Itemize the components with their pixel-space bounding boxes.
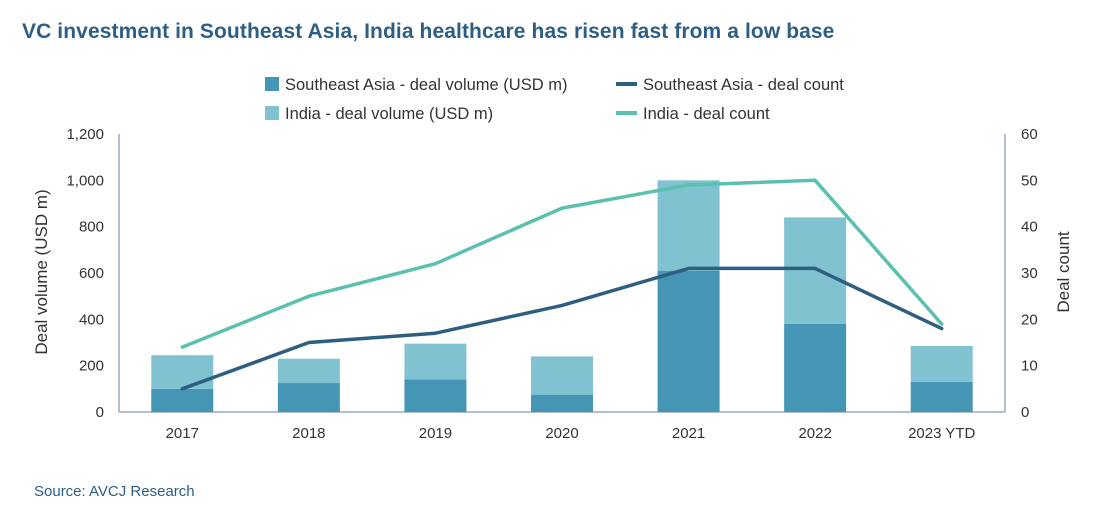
bar-india-volume xyxy=(531,356,593,395)
x-tick-label: 2022 xyxy=(798,425,831,442)
y-tick-left: 400 xyxy=(79,311,104,328)
y-tick-right: 50 xyxy=(1021,172,1038,189)
bar-india-volume xyxy=(910,345,973,382)
line-sea-deal-count xyxy=(180,266,944,391)
x-tick-label: 2020 xyxy=(545,425,578,442)
bar-india-volume xyxy=(151,355,214,389)
bar-india-volume xyxy=(657,180,720,271)
y-tick-left: 800 xyxy=(79,219,104,236)
legend-swatch-india-volume xyxy=(265,106,279,120)
bar-sea-volume xyxy=(404,379,467,412)
y-tick-right: 60 xyxy=(1021,126,1038,143)
legend-swatch-sea-volume xyxy=(265,77,279,91)
y-tick-left: 600 xyxy=(79,265,104,282)
source-note: Source: AVCJ Research xyxy=(34,483,195,500)
bar-sea-volume xyxy=(910,381,973,412)
legend: Southeast Asia - deal volume (USD m) Sou… xyxy=(265,76,844,123)
x-tick-label: 2018 xyxy=(292,425,325,442)
y-axis-label-right: Deal count xyxy=(1054,231,1073,313)
legend-label-sea-count: Southeast Asia - deal count xyxy=(643,76,844,94)
axes: 0 0 200 10 400 20 600 30 800 40 1,000 50 1,200 60 2017… xyxy=(66,126,1037,442)
line-india-deal-count xyxy=(180,178,944,349)
legend-label-india-count: India - deal count xyxy=(643,105,770,123)
bar-sea-volume xyxy=(151,388,214,412)
bar-sea-volume xyxy=(784,323,847,412)
y-tick-left: 1,000 xyxy=(66,172,104,189)
bar-sea-volume xyxy=(277,383,340,412)
bars xyxy=(151,180,973,412)
bar-sea-volume xyxy=(531,394,593,412)
bar-india-volume xyxy=(404,343,467,380)
y-tick-right: 20 xyxy=(1021,311,1038,328)
y-tick-right: 30 xyxy=(1021,265,1038,282)
bar-india-volume xyxy=(277,358,340,384)
y-axis-label-left: Deal volume (USD m) xyxy=(32,189,51,354)
x-tick-label: 2017 xyxy=(166,425,199,442)
chart-title: VC investment in Southeast Asia, India h… xyxy=(22,20,835,43)
y-tick-left: 200 xyxy=(79,358,104,375)
bar-india-volume xyxy=(784,217,847,324)
y-tick-left: 1,200 xyxy=(66,126,104,143)
x-tick-label: 2021 xyxy=(672,425,705,442)
x-tick-label: 2019 xyxy=(419,425,452,442)
legend-label-india-volume: India - deal volume (USD m) xyxy=(285,105,493,123)
bar-sea-volume xyxy=(657,270,720,412)
y-tick-left: 0 xyxy=(96,404,104,421)
x-tick-label: 2023 YTD xyxy=(908,425,975,442)
y-tick-right: 0 xyxy=(1021,404,1029,421)
legend-label-sea-volume: Southeast Asia - deal volume (USD m) xyxy=(285,76,567,94)
y-tick-right: 40 xyxy=(1021,219,1038,236)
y-tick-right: 10 xyxy=(1021,358,1038,375)
lines xyxy=(180,178,944,391)
